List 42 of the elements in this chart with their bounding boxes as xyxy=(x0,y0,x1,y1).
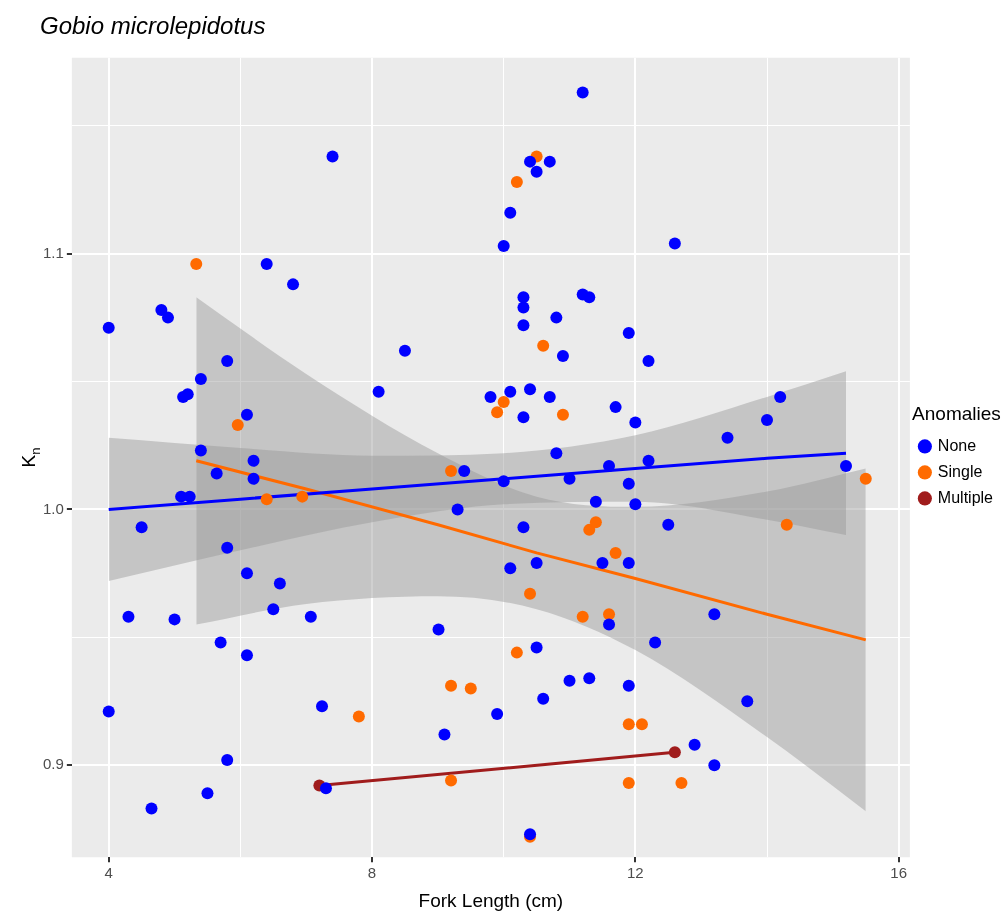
point xyxy=(352,710,365,723)
x-tick-label: 16 xyxy=(890,864,908,882)
y-axis-title: Kn xyxy=(18,447,43,468)
y-tick-label: 1.0 xyxy=(42,499,64,517)
point xyxy=(491,406,504,419)
legend-label: Single xyxy=(937,462,983,480)
point xyxy=(497,396,510,409)
point xyxy=(510,176,523,189)
point xyxy=(675,777,688,790)
chart-title: Gobio microlepidotus xyxy=(40,12,266,40)
x-tick-label: 4 xyxy=(104,864,113,882)
point xyxy=(622,718,635,731)
point xyxy=(260,493,273,506)
point xyxy=(609,546,622,559)
y-tick-label: 0.9 xyxy=(42,755,64,773)
point xyxy=(583,523,596,536)
point xyxy=(589,516,602,529)
point xyxy=(537,339,550,352)
point xyxy=(622,777,635,790)
point xyxy=(635,718,648,731)
point xyxy=(445,679,458,692)
point xyxy=(556,408,569,421)
y-tick-label: 1.1 xyxy=(42,243,64,261)
point xyxy=(296,490,309,503)
point xyxy=(859,472,872,485)
point xyxy=(464,682,477,695)
point xyxy=(780,518,793,531)
point xyxy=(603,608,616,621)
legend-label: None xyxy=(937,436,977,454)
point xyxy=(576,610,589,623)
point xyxy=(445,774,458,787)
legend-title: Anomalies xyxy=(912,403,1001,425)
legend-label: Multiple xyxy=(937,488,994,506)
x-axis-title: Fork Length (cm) xyxy=(418,889,564,911)
x-tick-label: 12 xyxy=(627,864,644,882)
point xyxy=(190,257,203,270)
point xyxy=(524,587,537,600)
x-tick-label: 8 xyxy=(367,864,377,882)
point xyxy=(231,419,244,432)
point xyxy=(445,465,458,478)
point xyxy=(668,746,681,759)
point xyxy=(510,646,523,659)
